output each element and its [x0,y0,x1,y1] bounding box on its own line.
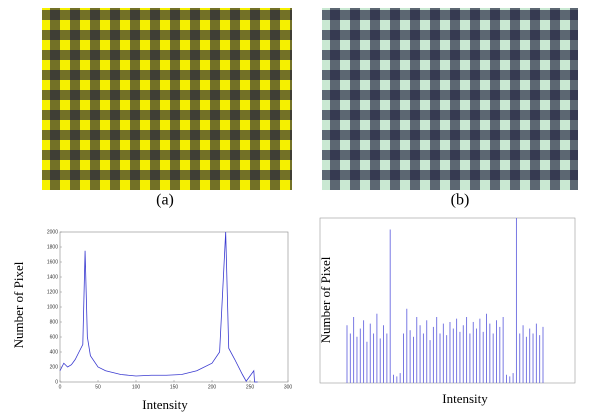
x-tick-label: 100 [132,384,141,390]
y-tick-label: 800 [50,319,59,325]
histogram-line [59,231,258,383]
x-tick-label: 150 [170,384,179,390]
y-tick-label: 1800 [47,244,58,250]
x-tick-label: 250 [246,384,255,390]
x-tick-label: 300 [284,384,293,390]
caption: (b) [451,192,470,209]
y-tick-label: 1000 [47,304,58,310]
y-tick-label: 0 [55,379,58,385]
y-tick-label: 2000 [47,229,58,235]
y-tick-label: 1200 [47,289,58,295]
x-axis-label: Intensity [142,397,188,412]
y-tick-label: 200 [50,364,59,370]
y-axis-label: Number of Pixel [11,261,26,348]
y-tick-label: 400 [50,349,59,355]
image-a [42,8,292,190]
x-tick-label: 50 [95,384,101,390]
plot-frame [319,217,576,384]
x-axis-label: Intensity [442,391,488,406]
caption: (a) [156,192,174,209]
y-tick-label: 1600 [47,259,58,265]
y-tick-label: 600 [50,334,59,340]
y-axis-label: Number of Pixel [318,256,333,343]
plot-frame [59,231,289,383]
x-tick-label: 0 [59,384,62,390]
image-b [322,8,578,190]
y-tick-label: 1400 [47,274,58,280]
x-tick-label: 200 [208,384,217,390]
